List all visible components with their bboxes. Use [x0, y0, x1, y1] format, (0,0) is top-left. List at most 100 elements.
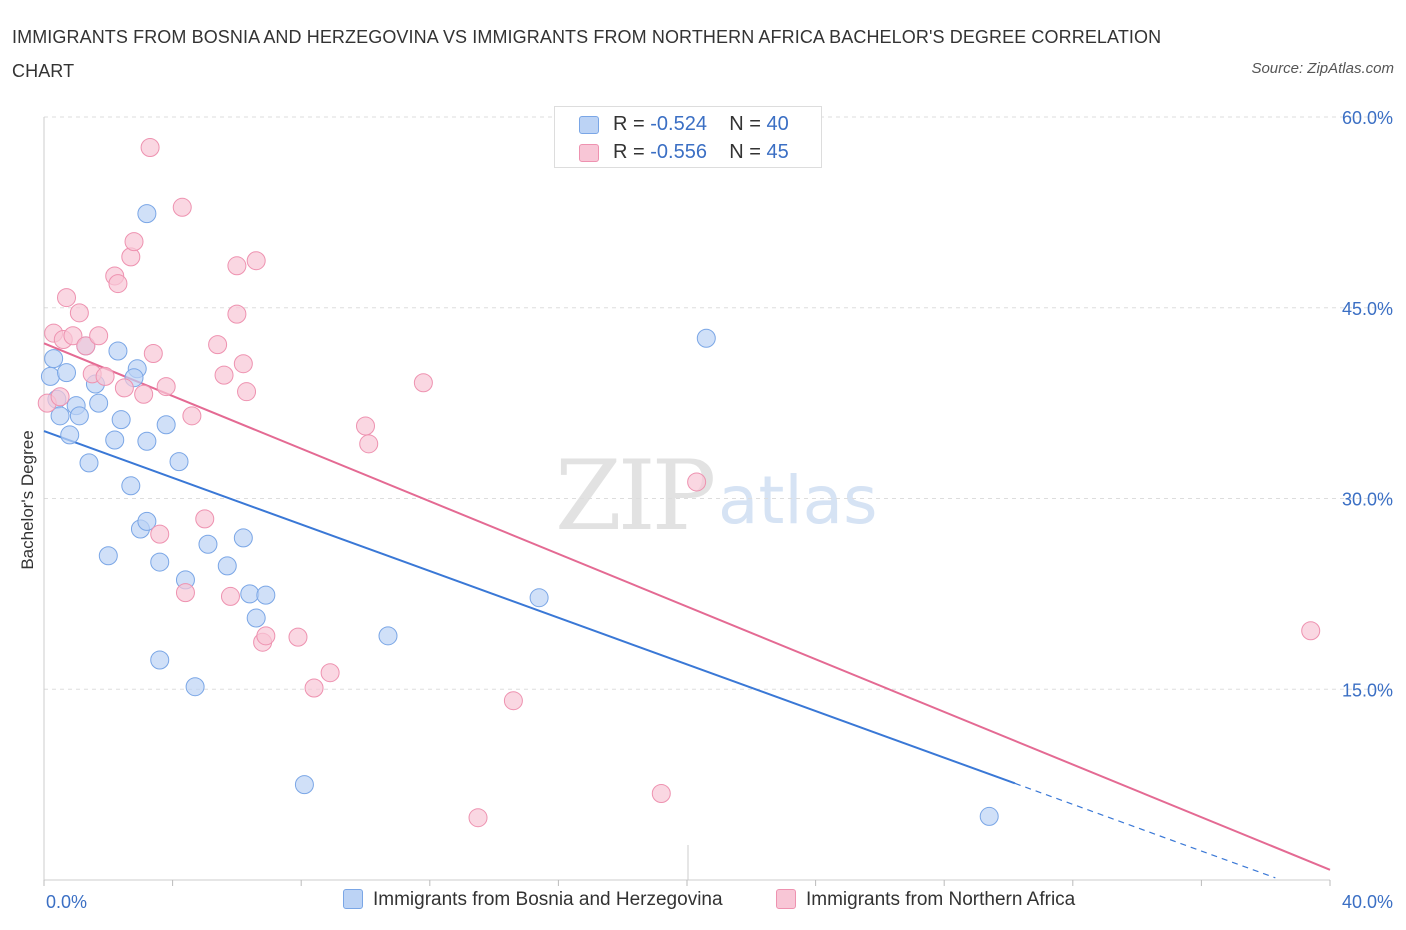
- point-bosnia-15: [108, 341, 128, 361]
- legend-n-value: 40: [766, 113, 789, 135]
- y-tick-label-0: 15.0%: [1342, 680, 1393, 700]
- point-northern-africa-5: [63, 326, 83, 346]
- point-bosnia-14: [111, 410, 131, 430]
- legend-item-bosnia[interactable]: Immigrants from Bosnia and Herzegovina: [343, 889, 723, 911]
- point-northern-africa-4: [57, 288, 77, 308]
- point-bosnia-36: [696, 328, 716, 348]
- point-bosnia-12: [98, 546, 118, 566]
- point-bosnia-33: [294, 775, 314, 795]
- point-northern-africa-20: [156, 377, 176, 397]
- point-bosnia-32: [256, 585, 276, 605]
- trend-line-bosnia: [43, 430, 1016, 785]
- point-northern-africa-26: [214, 365, 234, 385]
- point-bosnia-5: [60, 425, 80, 445]
- point-bosnia-31: [246, 608, 266, 628]
- point-northern-africa-33: [256, 626, 276, 646]
- point-northern-africa-6: [69, 303, 89, 323]
- point-bosnia-21: [150, 552, 170, 572]
- legend-n-label: N =: [729, 141, 767, 163]
- point-bosnia-3: [50, 406, 70, 426]
- trend-line-northern-africa: [43, 342, 1331, 871]
- point-bosnia-19: [137, 511, 157, 531]
- point-bosnia-20: [137, 431, 157, 451]
- point-northern-africa-35: [288, 627, 308, 647]
- tick-labels: 15.0% 30.0% 45.0% 60.0% 0.0% 40.0%: [46, 108, 1393, 912]
- legend-label-northern-africa: Immigrants from Northern Africa: [806, 889, 1076, 910]
- point-bosnia-27: [198, 534, 218, 554]
- point-bosnia-9: [79, 453, 99, 473]
- point-northern-africa-18: [143, 344, 163, 364]
- y-tick-label-3: 60.0%: [1342, 108, 1393, 128]
- point-northern-africa-31: [246, 251, 266, 271]
- point-northern-africa-22: [175, 583, 195, 603]
- point-northern-africa-36: [304, 678, 324, 698]
- point-bosnia-0: [44, 349, 64, 369]
- grid-lines: [44, 116, 1395, 690]
- point-northern-africa-9: [89, 326, 109, 346]
- point-northern-africa-23: [182, 406, 202, 426]
- point-bosnia-24: [150, 650, 170, 670]
- point-northern-africa-21: [172, 197, 192, 217]
- point-northern-africa-10: [95, 366, 115, 386]
- point-northern-africa-25: [208, 335, 228, 355]
- point-bosnia-23: [169, 452, 189, 472]
- point-bosnia-26: [185, 677, 205, 697]
- legend-r-value: -0.524: [650, 113, 707, 135]
- watermark-zip: ZIP: [555, 440, 716, 552]
- point-bosnia-28: [217, 556, 237, 576]
- point-northern-africa-34: [227, 256, 247, 276]
- chart-title: IMMIGRANTS FROM BOSNIA AND HERZEGOVINA V…: [12, 27, 1162, 81]
- point-northern-africa-30: [237, 382, 257, 402]
- x-tick-label-max: 40.0%: [1342, 892, 1393, 912]
- point-bosnia-34: [378, 626, 398, 646]
- x-tick-label-min: 0.0%: [46, 892, 87, 912]
- point-bosnia-22: [156, 415, 176, 435]
- point-bosnia-38: [137, 204, 157, 224]
- point-northern-africa-45: [1301, 621, 1321, 641]
- point-northern-africa-12: [108, 274, 128, 294]
- point-northern-africa-43: [651, 784, 671, 804]
- point-bosnia-37: [979, 806, 999, 826]
- point-northern-africa-24: [195, 509, 215, 529]
- northern-africa-swatch: [579, 144, 599, 162]
- point-bosnia-16: [121, 476, 141, 496]
- legend-r-label: R =: [613, 141, 651, 163]
- point-northern-africa-39: [359, 434, 379, 454]
- point-northern-africa-42: [503, 691, 523, 711]
- point-northern-africa-15: [124, 232, 144, 252]
- point-bosnia-13: [105, 430, 125, 450]
- point-northern-africa-7: [76, 336, 96, 356]
- point-northern-africa-17: [140, 138, 160, 158]
- point-northern-africa-37: [320, 663, 340, 683]
- legend-n-value: 45: [766, 141, 789, 163]
- watermark-atlas: atlas: [718, 462, 878, 539]
- point-bosnia-7: [69, 406, 89, 426]
- point-northern-africa-2: [50, 387, 70, 407]
- legend-r-value: -0.556: [650, 141, 707, 163]
- legend-n-label: N =: [729, 113, 767, 135]
- legend-item-northern-africa[interactable]: Immigrants from Northern Africa: [776, 889, 1075, 911]
- y-axis-title: Bachelor's Degree: [18, 430, 37, 570]
- data-points: [37, 138, 1321, 828]
- stats-legend: R = -0.524 N = 40 R = -0.556 N = 45: [554, 106, 822, 168]
- point-northern-africa-44: [687, 472, 707, 492]
- axes: [43, 117, 1331, 886]
- point-northern-africa-40: [413, 373, 433, 393]
- point-northern-africa-29: [233, 354, 253, 374]
- trend-line-bosnia-extension: [1014, 782, 1276, 879]
- point-northern-africa-27: [220, 586, 240, 606]
- y-tick-label-2: 45.0%: [1342, 299, 1393, 319]
- point-northern-africa-41: [468, 808, 488, 828]
- point-bosnia-29: [233, 528, 253, 548]
- point-northern-africa-13: [114, 378, 134, 398]
- bosnia-legend-swatch: [343, 889, 363, 909]
- legend-label-bosnia: Immigrants from Bosnia and Herzegovina: [373, 889, 723, 910]
- point-bosnia-35: [529, 588, 549, 608]
- bosnia-swatch: [579, 116, 599, 134]
- trend-lines: [43, 342, 1331, 879]
- point-bosnia-30: [240, 584, 260, 604]
- point-bosnia-11: [89, 393, 109, 413]
- northern-africa-legend-swatch: [776, 889, 796, 909]
- y-tick-label-1: 30.0%: [1342, 490, 1393, 510]
- point-northern-africa-38: [356, 416, 375, 436]
